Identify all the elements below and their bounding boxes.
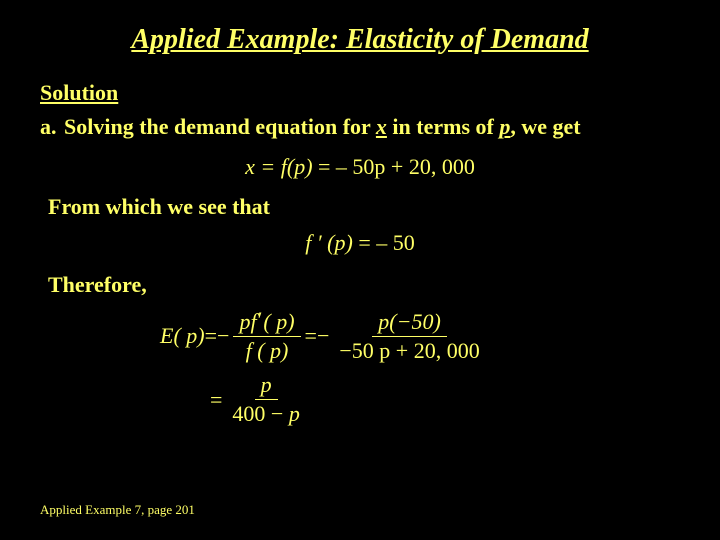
eqE-lhs: E( p): [160, 323, 205, 349]
fprime-rhs: = – 50: [353, 230, 415, 255]
eq-sign-1: =: [205, 323, 217, 349]
slide-title: Applied Example: Elasticity of Demand: [40, 24, 680, 56]
equation-fprime: f ′ (p) = – 50: [40, 230, 680, 256]
line-a-text3: , we get: [510, 114, 580, 139]
eq1-lhs: x = f(p): [245, 154, 312, 179]
var-p: p: [499, 114, 510, 139]
line-a: a.Solving the demand equation for x in t…: [40, 112, 680, 142]
line-a-text2: in terms of: [387, 114, 499, 139]
formula-row-1: E( p) = − pf′( p) f ( p) = − p(−50) −50 …: [160, 310, 680, 363]
formula-row-2: = p 400 − p: [160, 373, 680, 426]
bullet-a: a.: [40, 112, 64, 142]
eq1-rhs: = – 50p + 20, 000: [313, 154, 475, 179]
fraction-2: p(−50) −50 p + 20, 000: [333, 310, 485, 363]
fprime-lhs: f ′ (p): [305, 230, 353, 255]
footer-reference: Applied Example 7, page 201: [40, 502, 195, 518]
fraction-3: p 400 − p: [226, 373, 305, 426]
solution-heading: Solution: [40, 80, 680, 106]
minus-2: −: [317, 323, 329, 349]
var-x: x: [376, 114, 387, 139]
fraction-1: pf′( p) f ( p): [233, 310, 300, 363]
therefore-line: Therefore,: [48, 272, 680, 298]
from-which-line: From which we see that: [48, 194, 680, 220]
elasticity-formula: E( p) = − pf′( p) f ( p) = − p(−50) −50 …: [160, 310, 680, 427]
equation-demand: x = f(p) = – 50p + 20, 000: [40, 154, 680, 180]
eq-sign-2: =: [305, 323, 317, 349]
eq-sign-3: =: [210, 387, 222, 413]
line-a-text1: Solving the demand equation for: [64, 114, 376, 139]
minus-1: −: [217, 323, 229, 349]
